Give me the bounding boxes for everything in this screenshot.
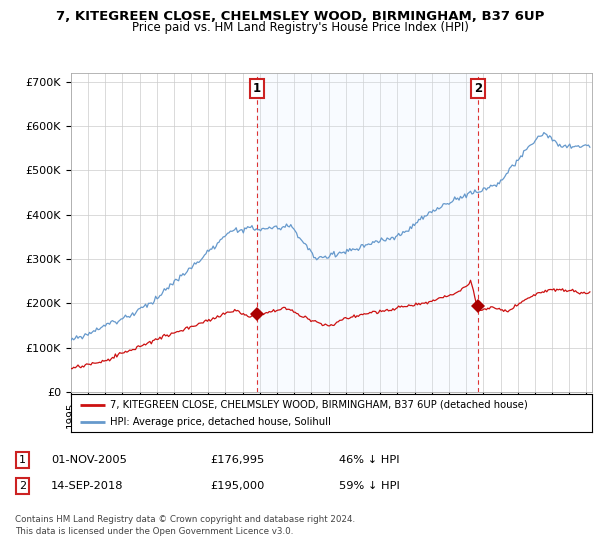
Text: £176,995: £176,995	[210, 455, 264, 465]
Bar	[257, 73, 478, 392]
Text: 01-NOV-2005: 01-NOV-2005	[51, 455, 127, 465]
Text: Contains HM Land Registry data © Crown copyright and database right 2024.: Contains HM Land Registry data © Crown c…	[15, 515, 355, 524]
Text: HPI: Average price, detached house, Solihull: HPI: Average price, detached house, Soli…	[110, 417, 331, 427]
Text: This data is licensed under the Open Government Licence v3.0.: This data is licensed under the Open Gov…	[15, 528, 293, 536]
Text: 7, KITEGREEN CLOSE, CHELMSLEY WOOD, BIRMINGHAM, B37 6UP: 7, KITEGREEN CLOSE, CHELMSLEY WOOD, BIRM…	[56, 10, 544, 23]
Text: 1: 1	[19, 455, 26, 465]
Text: 2: 2	[19, 481, 26, 491]
Text: 7, KITEGREEN CLOSE, CHELMSLEY WOOD, BIRMINGHAM, B37 6UP (detached house): 7, KITEGREEN CLOSE, CHELMSLEY WOOD, BIRM…	[110, 399, 527, 409]
Text: 59% ↓ HPI: 59% ↓ HPI	[339, 481, 400, 491]
Text: 14-SEP-2018: 14-SEP-2018	[51, 481, 124, 491]
Text: £195,000: £195,000	[210, 481, 265, 491]
Text: 46% ↓ HPI: 46% ↓ HPI	[339, 455, 400, 465]
Text: 1: 1	[253, 82, 261, 95]
Text: 2: 2	[474, 82, 482, 95]
Text: Price paid vs. HM Land Registry's House Price Index (HPI): Price paid vs. HM Land Registry's House …	[131, 21, 469, 34]
